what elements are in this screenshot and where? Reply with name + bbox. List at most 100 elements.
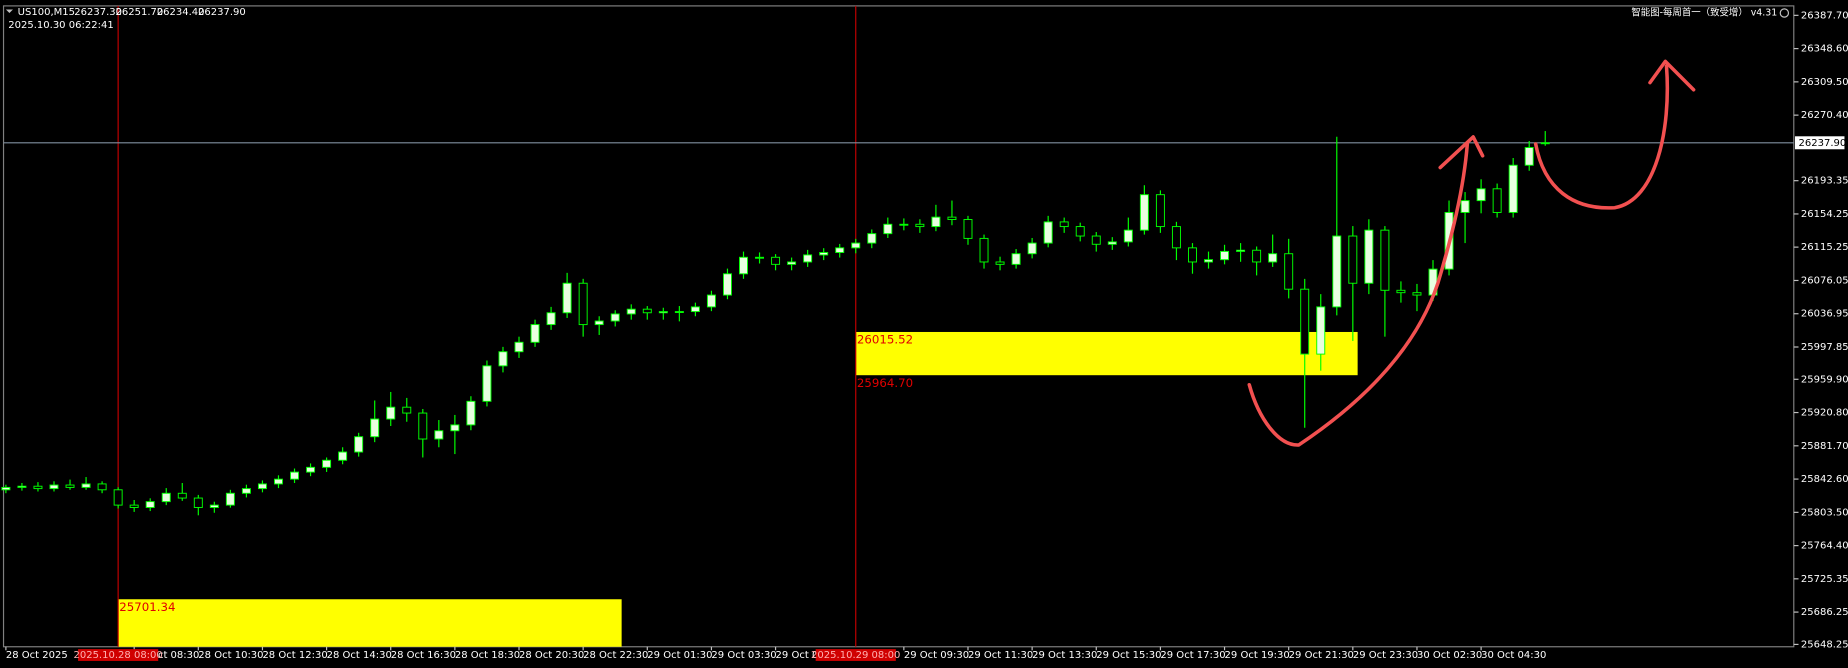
- candle-body: [931, 216, 941, 228]
- marker-tag-label: 2025.10.28 08:00: [73, 650, 162, 661]
- plot-content: 26015.52 25964.70 25701.34: [1, 5, 1794, 647]
- candle-body: [883, 223, 893, 235]
- candle-body: [1396, 289, 1406, 294]
- menu-triangle: [5, 9, 13, 13]
- y-tick-label: 26270.40: [1801, 110, 1848, 121]
- candle-body: [49, 484, 59, 490]
- candle-body: [690, 306, 700, 313]
- candle-body: [177, 492, 187, 499]
- candle-body: [1204, 259, 1213, 263]
- candle-body: [803, 254, 813, 263]
- x-tick-label: 28 Oct 20:30: [519, 650, 584, 661]
- candle-body: [562, 282, 572, 314]
- candle-body: [1268, 253, 1278, 263]
- x-tick-label: 28 Oct 22:30: [583, 650, 648, 661]
- candle-body: [1091, 235, 1101, 245]
- candle-body: [1252, 249, 1262, 263]
- candle-body: [370, 418, 380, 438]
- plot-frame: [2, 5, 1795, 648]
- candle-body: [418, 412, 428, 440]
- arrow-curve: [1533, 64, 1670, 210]
- x-tick-label: 30 Oct 02:30: [1417, 650, 1482, 661]
- candle-body: [979, 237, 989, 263]
- zone: [118, 599, 622, 647]
- symbol: US100,M15: [18, 7, 75, 18]
- candle-body: [706, 294, 716, 308]
- candle-body: [161, 492, 171, 503]
- candle-body: [450, 424, 460, 432]
- candle-body: [787, 261, 797, 265]
- candle-body: [1059, 221, 1069, 228]
- last-price-label: 26237.90: [1799, 138, 1847, 149]
- y-tick-label: 26115.25: [1801, 242, 1848, 253]
- candle-body: [1284, 253, 1294, 290]
- candle-body: [145, 501, 155, 508]
- candle-body: [1412, 292, 1422, 296]
- candle-body: [755, 256, 765, 259]
- last-price-box: [1794, 136, 1845, 150]
- x-tick-label: 28 Oct 12:30: [262, 650, 327, 661]
- y-tick-label: 26309.50: [1801, 77, 1848, 88]
- candle-body: [113, 489, 123, 506]
- candle-body: [1123, 229, 1133, 243]
- candle-body: [578, 282, 588, 326]
- zone-high-label: 26015.52: [857, 333, 913, 347]
- indicator-name: 智能图-每周首一（致受增） v4.31: [1631, 6, 1777, 18]
- x-tick-label: 29 Oct 05:30: [776, 650, 841, 661]
- annotation-arrows: [1247, 59, 1696, 447]
- x-tick-label: 29 Oct 23:30: [1353, 650, 1418, 661]
- marker-tag: [815, 649, 896, 661]
- y-tick-label: 25959.90: [1801, 374, 1848, 385]
- candle-body: [1075, 226, 1085, 237]
- candle-body: [225, 492, 235, 506]
- candle-body: [546, 312, 556, 326]
- zone-low-label: 25964.70: [857, 376, 913, 390]
- x-tick-label: 29 Oct 11:30: [968, 650, 1033, 661]
- x-tick-label: 28 Oct 18:30: [455, 650, 520, 661]
- x-tick-label: 28 Oct 08:30: [134, 650, 199, 661]
- zone: [855, 331, 1358, 376]
- candle-body: [466, 400, 476, 426]
- candle-body: [1364, 229, 1374, 284]
- candle-body: [610, 313, 620, 322]
- y-tick-label: 25920.80: [1801, 408, 1848, 419]
- candle-body: [434, 430, 444, 440]
- x-tick-label: 29 Oct 01:30: [647, 650, 712, 661]
- candle-body: [1300, 288, 1310, 355]
- candle-body: [322, 459, 332, 468]
- candle-body: [97, 483, 107, 491]
- candle-body: [658, 311, 668, 314]
- candle-body: [915, 223, 925, 228]
- zone-high-label: 25701.34: [119, 600, 175, 614]
- candle-body: [867, 233, 877, 244]
- candle-body: [81, 483, 91, 488]
- marker-tag-label: 2025.10.29 08:00: [811, 650, 900, 661]
- candle-body: [1171, 226, 1181, 249]
- arrow-head: [1648, 59, 1696, 92]
- x-tick-label: 28 Oct 16:30: [391, 650, 456, 661]
- y-tick-label: 26193.35: [1801, 176, 1848, 187]
- candle-body: [257, 483, 267, 490]
- candle-body: [1, 486, 11, 491]
- y-tick-label: 26387.70: [1801, 10, 1848, 21]
- candle-body: [1380, 229, 1390, 291]
- y-tick-label: 26348.60: [1801, 44, 1848, 55]
- candle-body: [594, 320, 604, 326]
- y-tick-label: 25881.70: [1801, 441, 1848, 452]
- timestamp: 2025.10.30 06:22:41: [8, 20, 113, 31]
- candle-body: [947, 216, 957, 220]
- y-tick-label: 25764.40: [1801, 541, 1848, 552]
- candle-body: [1107, 241, 1117, 245]
- candle-body: [306, 466, 316, 473]
- indicator-icon: [1779, 8, 1790, 18]
- y-tick-label: 25842.60: [1801, 474, 1848, 485]
- candle-body: [1011, 253, 1021, 265]
- y-tick-label: 26076.05: [1801, 275, 1848, 286]
- candle-body: [290, 471, 300, 480]
- candle-body: [819, 252, 829, 256]
- candle-body: [530, 324, 540, 343]
- candle-body: [402, 406, 412, 414]
- y-tick-label: 25686.25: [1801, 607, 1848, 618]
